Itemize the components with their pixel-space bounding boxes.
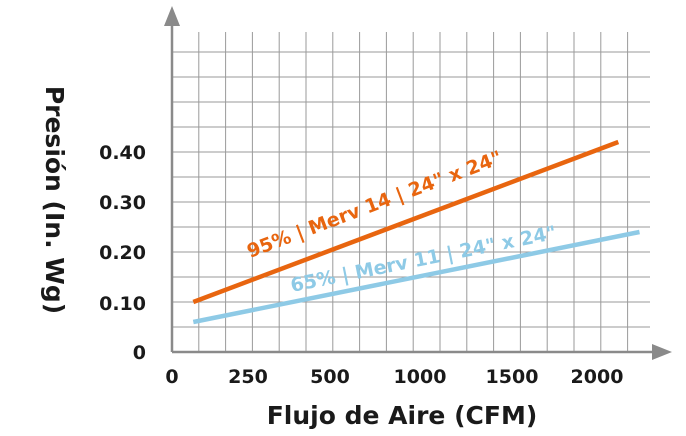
y-axis-arrow-icon: [164, 6, 180, 26]
x-tick-label: 500: [310, 366, 350, 388]
y-axis-title: Presión (In. Wg): [40, 86, 69, 314]
x-tick-label: 0: [165, 366, 178, 388]
x-tick-labels: 0 250 500 1000 1500 2000: [165, 366, 623, 388]
y-tick-labels: 0 0.10 0.20 0.30 0.40: [99, 142, 146, 364]
y-tick-label: 0: [133, 342, 146, 364]
x-axis-arrow-icon: [652, 344, 672, 360]
x-tick-label: 1000: [394, 366, 447, 388]
series-group: 95% | Merv 14 | 24" x 24"65% | Merv 11 |…: [192, 139, 640, 325]
x-axis-title: Flujo de Aire (CFM): [267, 401, 538, 430]
x-tick-label: 2000: [571, 366, 624, 388]
grid: [172, 32, 650, 352]
y-tick-label: 0.10: [99, 293, 146, 315]
x-tick-label: 1500: [486, 366, 539, 388]
series-line: [192, 229, 640, 325]
x-tick-label: 250: [228, 366, 268, 388]
y-tick-label: 0.20: [99, 242, 146, 264]
y-tick-label: 0.40: [99, 142, 146, 164]
series-line: [192, 139, 620, 305]
y-tick-label: 0.30: [99, 192, 146, 214]
